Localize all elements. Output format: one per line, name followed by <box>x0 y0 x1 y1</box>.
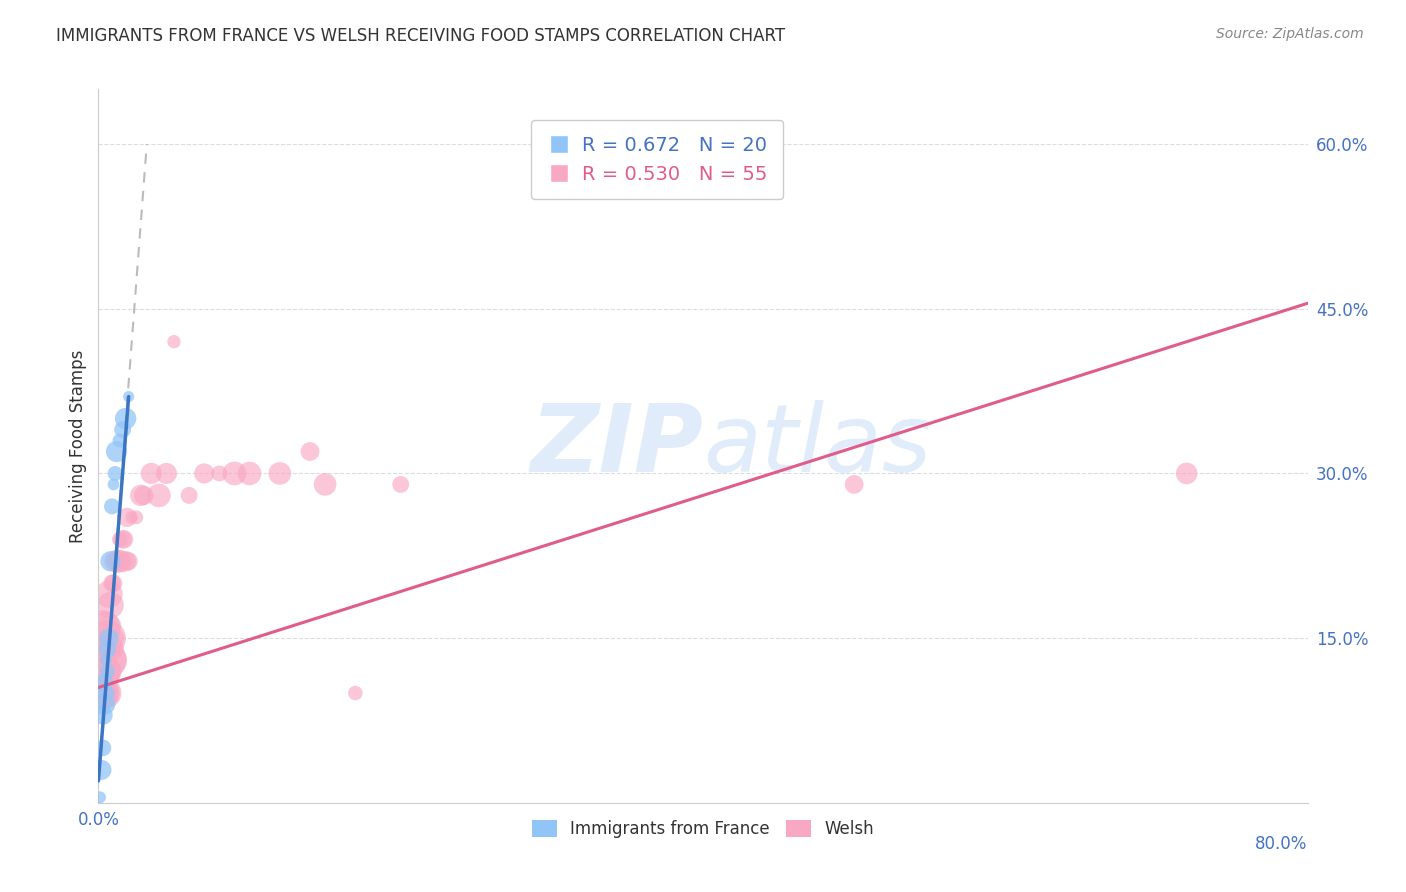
Point <box>193 467 215 481</box>
Point <box>98 587 121 601</box>
Point <box>103 642 125 657</box>
Point <box>121 510 143 524</box>
Point <box>98 653 121 667</box>
Point <box>269 467 291 481</box>
Point <box>90 763 112 777</box>
Point <box>129 488 152 502</box>
Point <box>105 554 128 568</box>
Point <box>118 554 141 568</box>
Point <box>155 467 177 481</box>
Point <box>91 686 114 700</box>
Point <box>93 642 115 657</box>
Point <box>108 434 131 448</box>
Point <box>104 631 127 645</box>
Y-axis label: Receiving Food Stamps: Receiving Food Stamps <box>69 350 87 542</box>
Point <box>103 576 125 591</box>
Point <box>103 477 125 491</box>
Point <box>90 642 112 657</box>
Point <box>101 500 124 514</box>
Point <box>163 334 186 349</box>
Point <box>96 664 118 678</box>
Point <box>148 488 170 502</box>
Text: 80.0%: 80.0% <box>1256 835 1308 853</box>
Point <box>125 510 148 524</box>
Point <box>91 664 114 678</box>
Point <box>91 620 114 634</box>
Point <box>94 686 117 700</box>
Point <box>90 686 112 700</box>
Point <box>89 642 111 657</box>
Point <box>94 686 117 700</box>
Point <box>141 467 163 481</box>
Point <box>389 477 412 491</box>
Point <box>104 467 127 481</box>
Point <box>111 533 134 547</box>
Point <box>93 686 115 700</box>
Point <box>91 740 114 755</box>
Point <box>93 675 115 690</box>
Point <box>89 664 111 678</box>
Point <box>118 390 141 404</box>
Point <box>108 533 131 547</box>
Point <box>110 554 132 568</box>
Text: ZIP: ZIP <box>530 400 703 492</box>
Point <box>179 488 201 502</box>
Point <box>90 664 112 678</box>
Point <box>100 653 122 667</box>
Point <box>96 642 118 657</box>
Point <box>91 708 114 723</box>
Point <box>105 444 128 458</box>
Point <box>114 411 136 425</box>
Point <box>101 642 124 657</box>
Point <box>132 488 155 502</box>
Point <box>94 653 117 667</box>
Text: atlas: atlas <box>703 401 931 491</box>
Point <box>100 554 122 568</box>
Point <box>299 444 322 458</box>
Point <box>94 620 117 634</box>
Point <box>224 467 246 481</box>
Point <box>89 686 111 700</box>
Point <box>104 554 127 568</box>
Point <box>93 697 115 711</box>
Text: Source: ZipAtlas.com: Source: ZipAtlas.com <box>1216 27 1364 41</box>
Point <box>101 576 124 591</box>
Point <box>111 423 134 437</box>
Point <box>96 631 118 645</box>
Point <box>344 686 367 700</box>
Point <box>1175 467 1198 481</box>
Point <box>844 477 866 491</box>
Legend: Immigrants from France, Welsh: Immigrants from France, Welsh <box>524 813 882 845</box>
Point <box>89 790 111 805</box>
Point <box>115 510 138 524</box>
Point <box>98 631 121 645</box>
Text: IMMIGRANTS FROM FRANCE VS WELSH RECEIVING FOOD STAMPS CORRELATION CHART: IMMIGRANTS FROM FRANCE VS WELSH RECEIVIN… <box>56 27 786 45</box>
Point <box>96 664 118 678</box>
Point <box>208 467 231 481</box>
Point <box>94 664 117 678</box>
Point <box>239 467 262 481</box>
Point <box>314 477 336 491</box>
Point <box>112 533 135 547</box>
Point <box>107 554 129 568</box>
Point <box>114 554 136 568</box>
Point <box>100 598 122 612</box>
